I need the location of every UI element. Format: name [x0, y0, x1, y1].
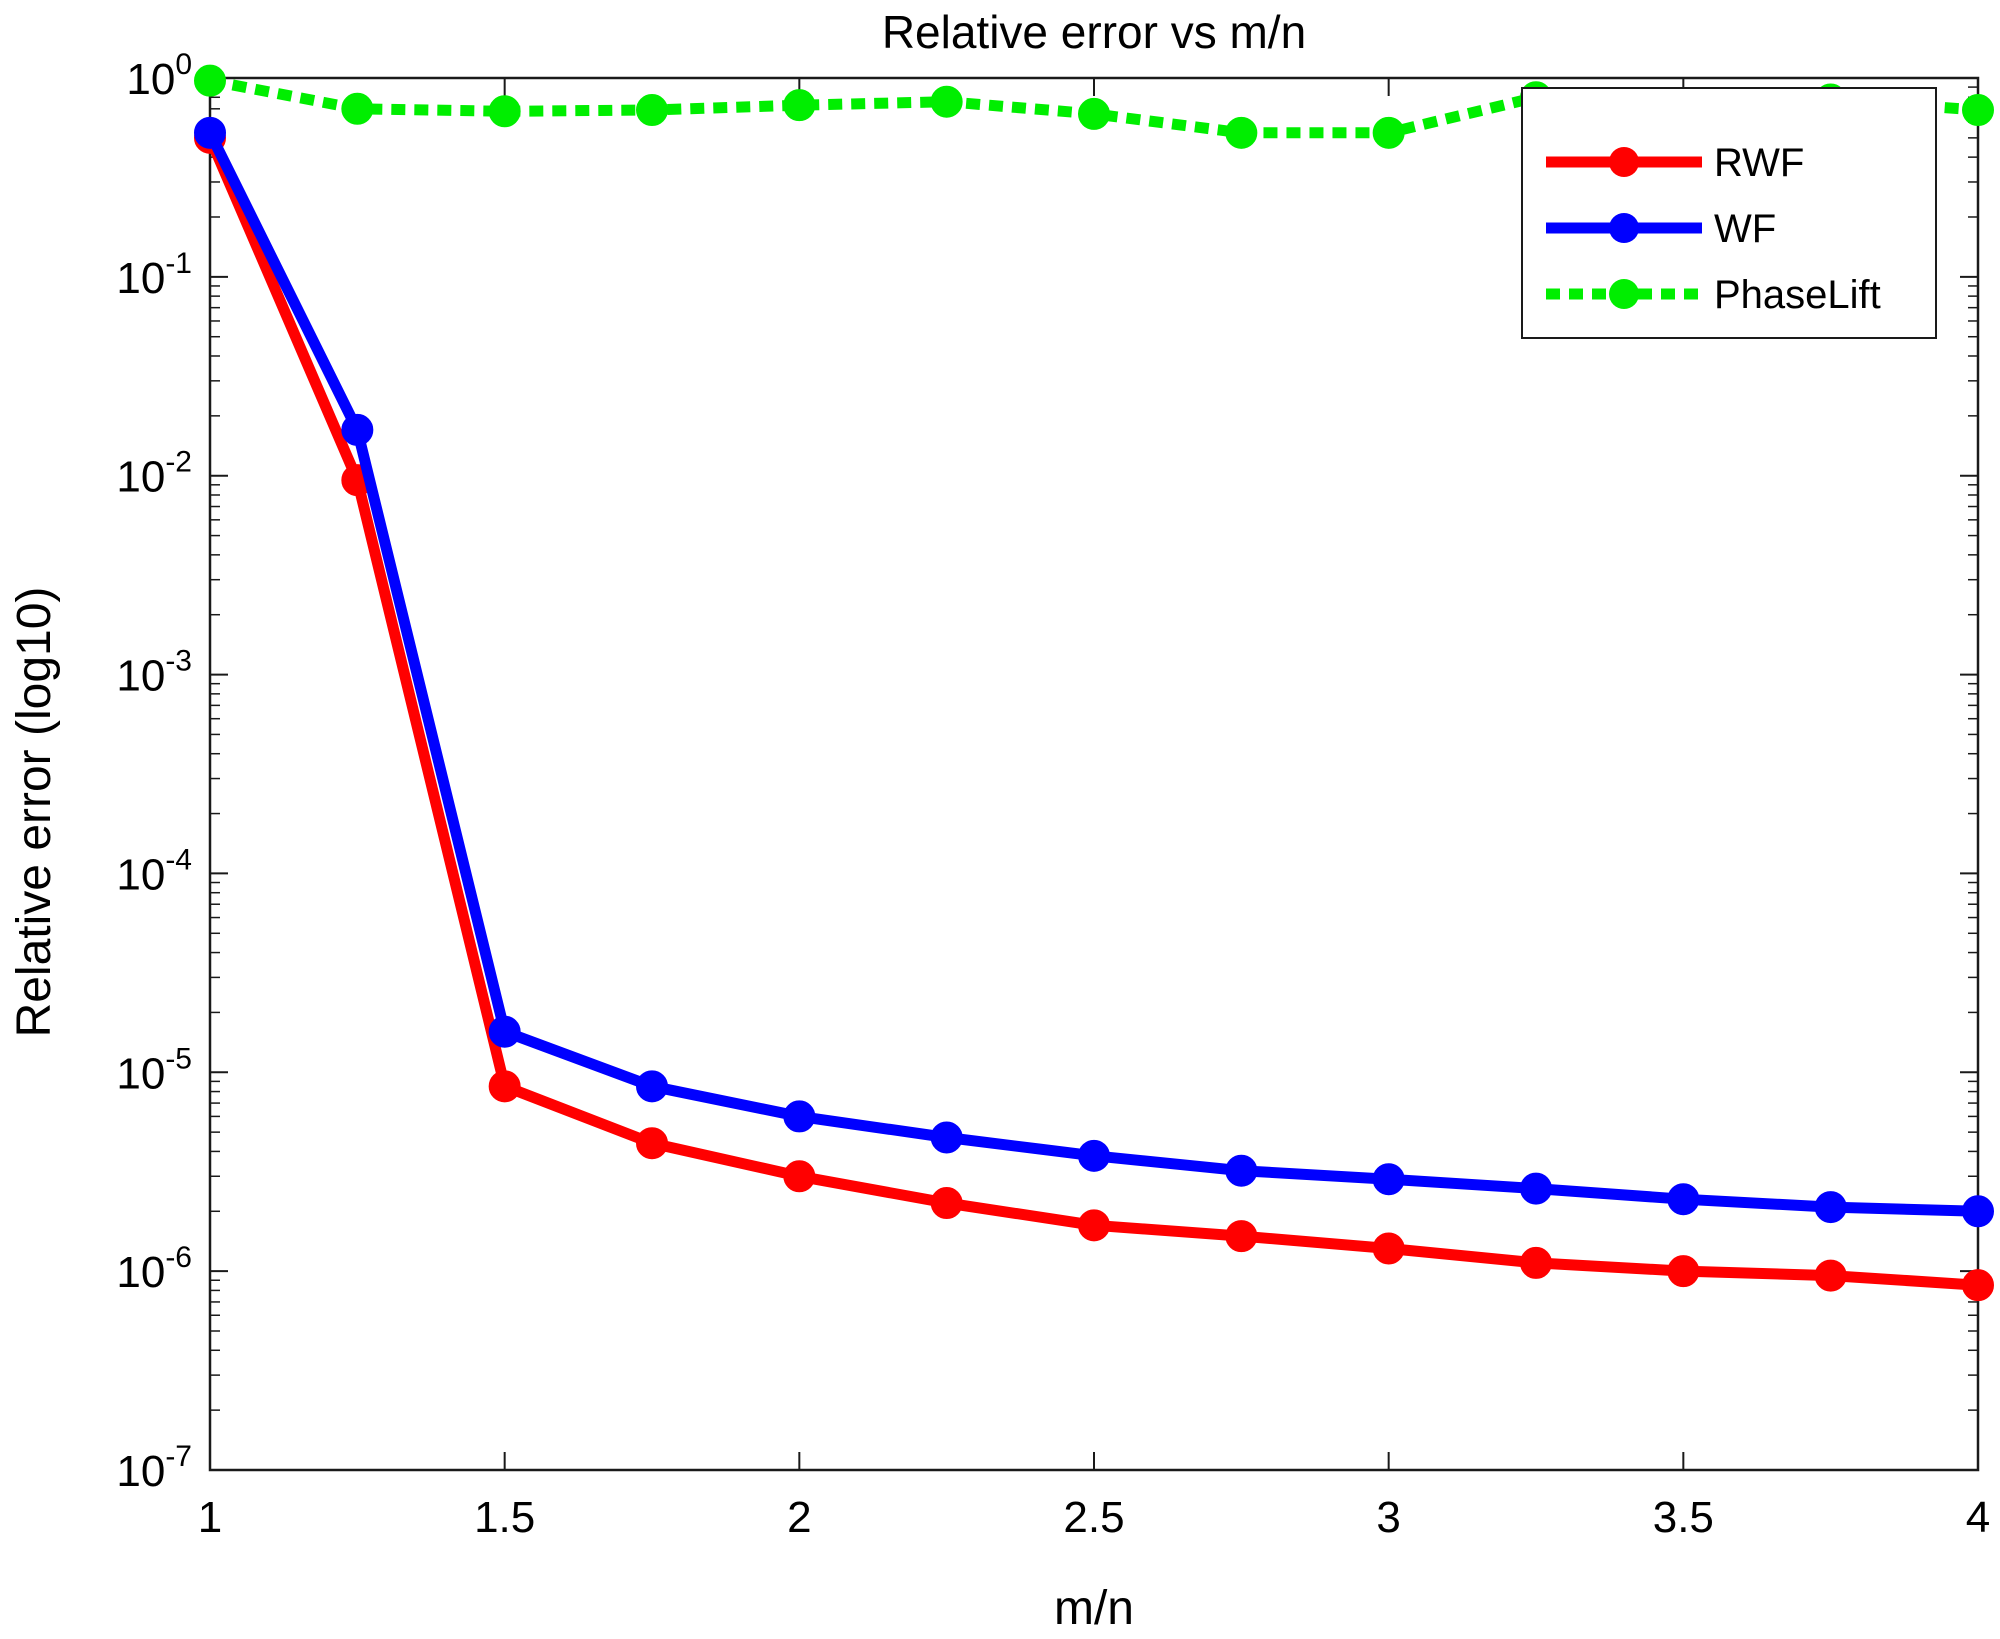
data-point-wf — [1372, 1163, 1405, 1196]
data-point-rwf — [1372, 1232, 1405, 1265]
x-tick-label: 4 — [1966, 1493, 1990, 1542]
data-point-phaselift — [930, 85, 963, 118]
x-tick-label: 2.5 — [1063, 1493, 1124, 1542]
y-tick-label: 10-6 — [116, 1241, 192, 1297]
data-point-phaselift — [194, 64, 226, 97]
data-point-wf — [1225, 1154, 1258, 1187]
y-tick-label: 100 — [126, 48, 192, 104]
data-point-phaselift — [783, 89, 816, 122]
y-tick-label: 10-1 — [116, 247, 192, 303]
x-axis-label: m/n — [1054, 1582, 1134, 1635]
data-point-wf — [783, 1100, 816, 1133]
x-tick-label: 3.5 — [1653, 1493, 1714, 1542]
data-point-rwf — [930, 1187, 963, 1220]
legend-marker-phaselift — [1609, 279, 1639, 309]
data-point-wf — [1078, 1139, 1110, 1172]
series-wf — [194, 116, 1994, 1228]
data-point-phaselift — [1372, 116, 1405, 149]
data-point-wf — [488, 1015, 521, 1048]
x-tick-label: 1.5 — [474, 1493, 535, 1542]
y-tick-label: 10-4 — [116, 843, 192, 899]
data-point-rwf — [636, 1127, 668, 1160]
legend-label-wf: WF — [1714, 207, 1776, 251]
data-point-rwf — [783, 1160, 816, 1193]
data-point-phaselift — [1225, 116, 1258, 149]
chart-title: Relative error vs m/n — [882, 6, 1306, 58]
x-tick-label: 3 — [1376, 1493, 1400, 1542]
data-point-rwf — [1814, 1259, 1847, 1292]
data-point-wf — [194, 116, 226, 149]
data-point-rwf — [1962, 1269, 1994, 1302]
data-point-rwf — [1225, 1220, 1258, 1253]
series-rwf — [194, 121, 1994, 1302]
data-point-wf — [636, 1070, 668, 1103]
data-point-wf — [1814, 1191, 1847, 1224]
legend-label-rwf: RWF — [1714, 141, 1804, 185]
data-point-phaselift — [341, 92, 374, 125]
y-tick-label: 10-7 — [116, 1440, 192, 1496]
data-point-wf — [1962, 1195, 1994, 1228]
data-point-rwf — [1078, 1209, 1110, 1242]
data-point-wf — [341, 413, 374, 446]
x-tick-label: 1 — [198, 1493, 222, 1542]
axes: 1 1.5 2 2.5 3 3.5 4 100 10-1 10-2 10-3 10-4 10-5 10-6… — [116, 48, 1990, 1542]
data-point-phaselift — [1962, 94, 1994, 127]
legend-box — [1521, 87, 1937, 339]
data-point-phaselift — [488, 95, 521, 128]
series-layer — [194, 64, 1994, 1302]
data-point-rwf — [1520, 1246, 1552, 1279]
y-tick-label: 10-3 — [116, 645, 192, 701]
y-tick-label: 10-2 — [116, 446, 192, 502]
x-tick-label: 2 — [787, 1493, 811, 1542]
legend-label-phaselift: PhaseLift — [1714, 273, 1881, 317]
y-tick-label: 10-5 — [116, 1042, 192, 1098]
legend-marker-rwf — [1609, 147, 1639, 177]
legend-marker-wf — [1609, 213, 1639, 243]
data-point-phaselift — [1078, 97, 1110, 130]
data-point-wf — [1520, 1172, 1552, 1205]
data-point-phaselift — [636, 94, 668, 127]
y-axis-label: Relative error (log10) — [8, 587, 61, 1038]
data-point-rwf — [1667, 1255, 1700, 1288]
data-point-wf — [930, 1121, 963, 1154]
legend: RWF WF PhaseLift — [1521, 87, 1937, 339]
data-point-wf — [1667, 1183, 1700, 1216]
data-point-rwf — [488, 1070, 521, 1103]
